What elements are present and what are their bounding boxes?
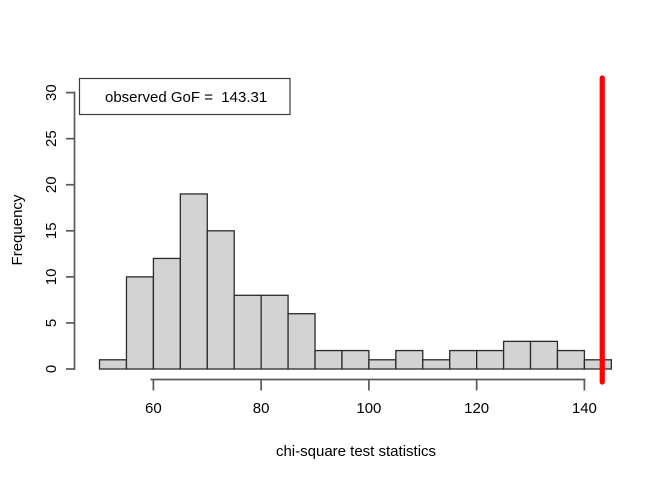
histogram-bar xyxy=(125,276,155,370)
y-axis-tick-label: 20 xyxy=(43,176,60,193)
histogram-bars xyxy=(98,193,612,370)
y-axis-tick-label: 25 xyxy=(43,130,60,147)
histogram-bar xyxy=(529,340,559,370)
histogram-bar xyxy=(260,294,289,370)
y-axis-tick-label: 5 xyxy=(43,319,60,327)
legend-box: observed GoF = 143.31 xyxy=(78,77,291,116)
histogram-bar xyxy=(341,349,370,370)
y-axis-title: Frequency xyxy=(9,194,26,265)
y-axis: 0 5 10 15 20 25 30 xyxy=(43,84,76,373)
histogram-bar xyxy=(449,349,478,370)
legend-label: observed GoF = 143.31 xyxy=(105,89,267,106)
histogram-bar xyxy=(475,349,505,370)
histogram-bar xyxy=(395,349,424,370)
y-axis-tick-label: 30 xyxy=(43,84,60,101)
x-axis-tick-label: 120 xyxy=(464,400,489,417)
histogram-bar xyxy=(368,359,397,370)
histogram-bar xyxy=(583,359,612,370)
histogram-bar xyxy=(152,257,181,370)
x-axis-tick-label: 140 xyxy=(572,400,597,417)
histogram-bar xyxy=(233,294,262,370)
y-axis-tick-label: 10 xyxy=(43,269,60,286)
histogram-bar xyxy=(422,359,451,370)
x-axis-tick-label: 60 xyxy=(145,400,162,417)
y-axis-tick-label: 15 xyxy=(43,222,60,239)
histogram-bar xyxy=(314,349,343,370)
y-axis-tick-label: 0 xyxy=(43,365,60,373)
x-axis: 60 80 100 120 140 xyxy=(145,378,597,417)
x-axis-tick-label: 80 xyxy=(253,400,270,417)
histogram-bar xyxy=(98,359,128,370)
histogram-bar xyxy=(206,230,235,370)
histogram-bar xyxy=(556,349,586,370)
histogram-bar xyxy=(502,340,532,370)
histogram-bar xyxy=(287,313,316,370)
x-axis-title: chi-square test statistics xyxy=(276,443,436,460)
x-axis-tick-label: 100 xyxy=(356,400,381,417)
histogram-bar xyxy=(179,193,208,370)
legend-frame xyxy=(78,77,291,116)
